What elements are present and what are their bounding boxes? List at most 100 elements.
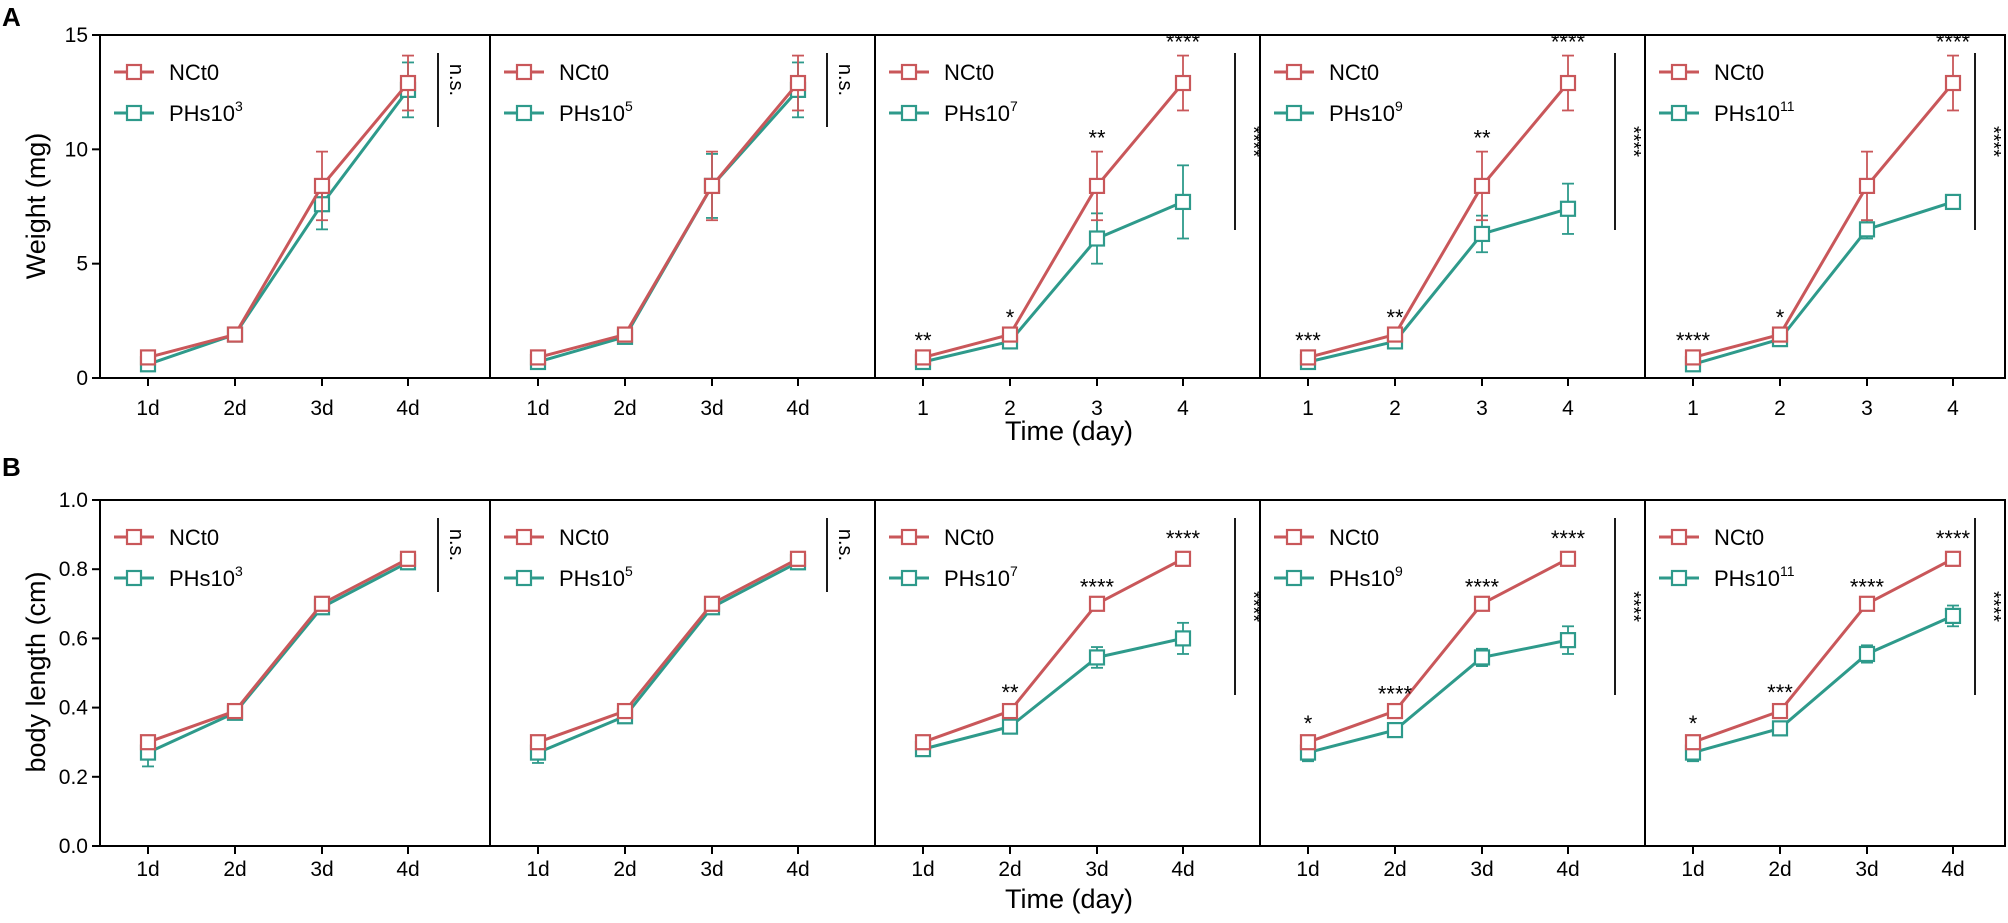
panel-b-subplot-1-nct0-point: [139, 734, 157, 751]
panel-a-subplot-3-legend-phs-sup: 7: [1010, 98, 1018, 114]
panel-a-subplot-2-legend-phs: PHs105: [504, 98, 633, 126]
panel-b-ylabel: body length (cm): [21, 571, 51, 772]
panel-b-subplot-3-nct0-point: [1088, 595, 1106, 612]
panel-b-subplot-3-legend-nct0-label: NCt0: [944, 525, 994, 550]
panel-a-subplot-3-legend-phs-marker: [900, 104, 918, 122]
panel-a-subplot-4-legend-phs-label: PHs109: [1329, 98, 1403, 126]
panel-b-subplot-5-legend-phs-sup: 11: [1780, 563, 1795, 579]
panel-a-subplot-4-legend-nct0-marker: [1285, 63, 1303, 81]
panel-a-subplot-4-nct0-point: [1386, 326, 1404, 343]
panel-a-subplot-4-xtick-label: 3: [1476, 397, 1488, 420]
panel-b-subplot-4-point-sig: *: [1304, 711, 1313, 736]
panel-a-subplot-5-legend-nct0: NCt0: [1659, 60, 1764, 85]
panel-b-subplot-1-legend-nct0-label: NCt0: [169, 525, 219, 550]
panel-a-subplot-5-nct0-line: [1692, 82, 1955, 359]
panel-b-subplot-3-nct0-line: [922, 557, 1184, 744]
panel-b-subplot-4-phs-line: [1307, 638, 1569, 755]
panel-a-subplot-1-frame: [99, 34, 491, 379]
panel-a-subplot-5-point-sig: ****: [1676, 328, 1711, 353]
panel-a-subplot-3-legend-nct0-marker: [900, 63, 918, 81]
panel-b-subplot-3-phs-point: [1174, 630, 1192, 647]
panel-b-subplot-3-point-sig: **: [1001, 680, 1019, 705]
panel-a-subplot-1-nct0-point: [313, 177, 331, 195]
panel-b-subplot-4-legend-phs-marker: [1285, 569, 1303, 587]
panel-b-subplot-5-phs-point: [1771, 720, 1789, 737]
panel-b-subplot-1-legend-phs-sup: 3: [235, 563, 243, 579]
panel-b-subplot-4-xtick-label: 1d: [1296, 858, 1319, 881]
panel-b-subplot-4-phs-point: [1386, 721, 1404, 739]
panel-b-subplot-4-phs-point: [1473, 649, 1491, 666]
panel-a-subplot-2-xtick-label: 3d: [700, 397, 723, 420]
panel-a-subplot-2-legend-phs-label: PHs105: [559, 98, 633, 126]
panel-a-subplot-1-legend-nct0-marker: [125, 63, 143, 81]
panel-b-subplot-1-xtick-label: 1d: [136, 858, 159, 881]
panel-b-subplot-1-frame: [99, 499, 491, 847]
panel-a-subplot-4-legend-nct0-label: NCt0: [1329, 60, 1379, 85]
panel-a-subplot-3-nct0-point: [1174, 74, 1192, 92]
panel-b-subplot-5-xtick-label: 3d: [1855, 858, 1878, 881]
panel-b-subplot-1: 1d 2d 3d 4d NCt0 PHs103 n.s.: [99, 499, 491, 881]
panel-b-subplot-4-legend-phs: PHs109: [1274, 563, 1403, 591]
panel-a-subplot-5-phs-point: [1944, 193, 1962, 211]
panel-b-subplot-5-nct0-point: [1684, 734, 1702, 751]
panel-a-subplot-1-xtick-label: 4d: [396, 397, 419, 420]
panel-b-subplot-2-overall-sig: n.s.: [834, 529, 856, 561]
panel-a-subplot-2: 1d 2d 3d 4d NCt0 PHs105 n.s.: [489, 34, 876, 420]
panel-b-subplot-4-phs-point: [1559, 632, 1577, 649]
panel-b-subplot-3-xtick-label: 3d: [1085, 858, 1108, 881]
panel-a-subplot-2-legend-phs-sup: 5: [625, 98, 633, 114]
panel-b-subplot-5-overall-sig: ****: [1982, 591, 2004, 622]
panel-b-subplot-1-nct0-point: [313, 595, 331, 612]
panel-b-subplot-5-point-sig: *: [1689, 711, 1698, 736]
panel-b-subplot-2-legend-nct0: NCt0: [504, 525, 609, 550]
panel-a-subplot-2-xtick-label: 2d: [613, 397, 636, 420]
panel-a-subplot-4-nct0-point: [1559, 74, 1577, 92]
panel-b-subplot-1-xtick-label: 3d: [310, 858, 333, 881]
panel-a-subplot-4-phs-point: [1559, 200, 1577, 217]
panel-b-subplot-3-legend-nct0: NCt0: [889, 525, 994, 550]
panel-a-subplot-5-nct0-point: [1684, 349, 1702, 366]
panel-a-subplot-5-xtick-label: 2: [1774, 397, 1786, 420]
panel-b-ytick-label: 1.0: [59, 489, 88, 512]
panel-a-subplot-5-legend-nct0-label: NCt0: [1714, 60, 1764, 85]
panel-a-subplot-4-xtick-label: 1: [1302, 397, 1314, 420]
panel-b-xlabel: Time (day): [1005, 884, 1133, 914]
panel-b-subplot-5-legend-phs-label: PHs1011: [1714, 563, 1795, 591]
panel-a-subplot-3-phs-point: [1174, 193, 1192, 211]
panel-b-subplot-2-legend-nct0-label: NCt0: [559, 525, 609, 550]
panel-b-subplot-3-phs-point: [1001, 718, 1019, 735]
panel-b-subplot-1-legend-nct0-marker: [125, 528, 143, 546]
panel-a-subplot-2-xtick-label: 4d: [786, 397, 809, 420]
panel-b-subplot-5-nct0-point: [1944, 550, 1962, 567]
panel-a-subplot-2-nct0-point: [529, 349, 547, 366]
panel-b-subplot-5-point-sig: ****: [1850, 574, 1885, 599]
panel-a-subplot-5-legend-phs-label: PHs1011: [1714, 98, 1795, 126]
panel-a-subplot-5-legend-phs-sup: 11: [1780, 98, 1795, 114]
panel-b-subplot-5-legend-phs: PHs1011: [1659, 563, 1795, 591]
panel-a-subplot-4-legend-phs-marker: [1285, 104, 1303, 122]
panel-a-subplot-2-frame: [489, 34, 876, 379]
panel-a-subplot-5-point-sig: ****: [1936, 30, 1971, 55]
panel-a-subplot-3-nct0-line: [922, 82, 1185, 359]
panel-b-subplot-4-legend-nct0-marker: [1285, 528, 1303, 546]
panel-b-subplot-3-nct0-point: [914, 734, 932, 751]
panel-a-subplot-4-point-sig: **: [1473, 126, 1491, 151]
panel-b-subplot-4-frame: [1259, 499, 1646, 847]
panel-b-subplot-1-nct0-point: [226, 702, 244, 720]
panel-a-subplot-5-xtick-label: 1: [1687, 397, 1699, 420]
panel-a-subplot-2-legend-nct0-marker: [515, 63, 533, 81]
panel-b-subplot-2-nct0-point: [616, 702, 634, 720]
panel-b-subplot-2-nct0-line: [537, 557, 799, 744]
panel-a-subplot-3-legend-phs: PHs107: [889, 98, 1018, 126]
panel-a-ytick-label: 15: [65, 24, 88, 47]
panel-b-subplot-3-overall-sig: ****: [1242, 591, 1264, 622]
panel-a-subplot-5-xtick-label: 3: [1861, 397, 1873, 420]
panel-b-subplot-4-xtick-label: 3d: [1470, 858, 1493, 881]
panel-b-subplot-4-overall-sig: ****: [1622, 591, 1644, 622]
panel-b-ytick-label: 0.0: [59, 835, 88, 858]
